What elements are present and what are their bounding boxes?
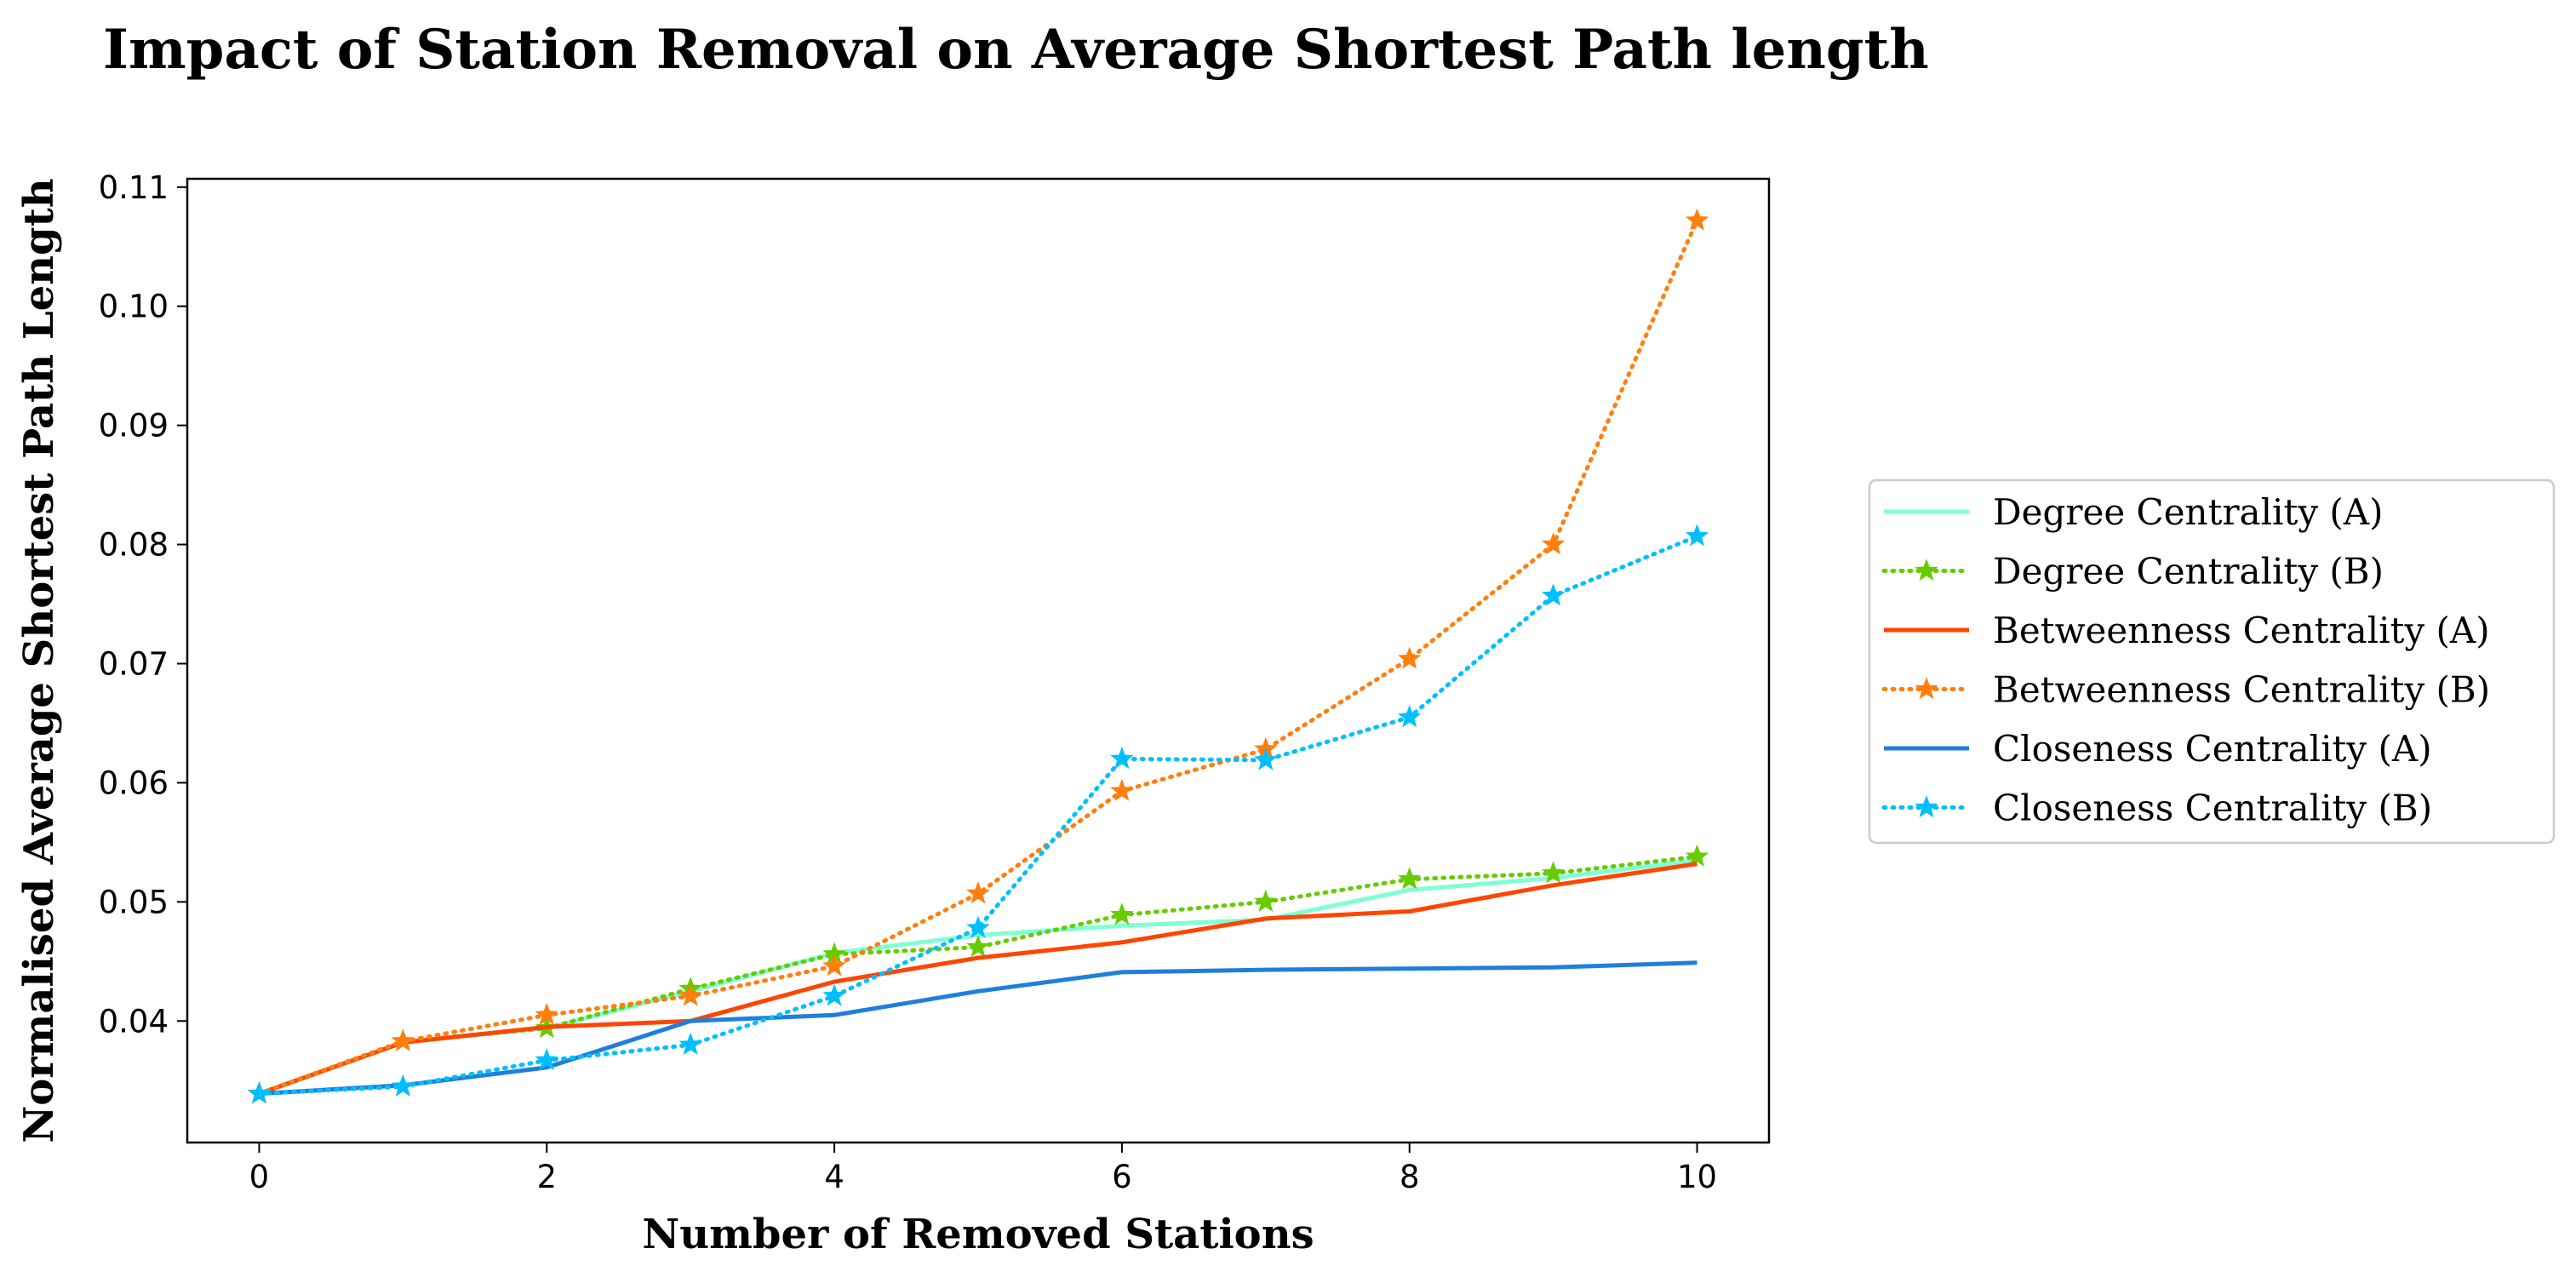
data-point <box>1685 844 1709 867</box>
plot-area <box>247 208 1709 1104</box>
data-point <box>1398 867 1422 890</box>
legend-label: Closeness Centrality (B) <box>1993 788 2432 829</box>
data-point <box>1541 583 1566 606</box>
series-closeness-centrality-a <box>259 960 1697 1097</box>
legend-label: Betweenness Centrality (B) <box>1993 669 2490 711</box>
series-closeness-centrality-b <box>247 524 1709 1104</box>
legend-item: Closeness Centrality (B) <box>1881 788 2432 829</box>
series-line <box>258 862 1697 1096</box>
legend-item: Betweenness Centrality (B) <box>1881 669 2490 711</box>
data-point <box>1110 902 1134 925</box>
data-point <box>247 1081 272 1104</box>
y-tick-label: 0.10 <box>99 289 169 325</box>
series-line <box>259 960 1697 1097</box>
y-tick-label: 0.05 <box>99 884 169 920</box>
y-tick-label: 0.11 <box>99 169 169 206</box>
legend: Degree Centrality (A) Degree Centrality (… <box>1868 478 2556 845</box>
plot-frame <box>186 177 1771 1144</box>
data-point <box>391 1028 415 1051</box>
x-tick-label: 2 <box>536 1159 557 1195</box>
legend-item: Degree Centrality (A) <box>1884 491 2384 533</box>
legend-item: Closeness Centrality (A) <box>1884 728 2432 770</box>
data-point <box>535 1002 558 1025</box>
data-point <box>678 983 702 1006</box>
legend-marker <box>1915 795 1938 818</box>
data-point <box>1254 889 1278 913</box>
data-point <box>1685 208 1709 231</box>
x-tick-label: 0 <box>249 1159 270 1195</box>
y-tick-label: 0.06 <box>99 765 169 801</box>
data-point <box>1541 532 1566 555</box>
x-tick-label: 4 <box>824 1159 844 1195</box>
axis-ticks: 0 2 4 6 8 10 0.04 0.05 0.06 0.07 0.08 0.09 0.10 0.11 <box>99 169 1717 1195</box>
data-point <box>535 1048 558 1071</box>
data-point <box>822 983 846 1006</box>
data-point <box>391 1074 415 1097</box>
data-point <box>1398 646 1422 669</box>
legend-label: Degree Centrality (A) <box>1993 491 2384 533</box>
data-point <box>1398 705 1422 728</box>
data-point <box>1685 524 1709 547</box>
y-tick-label: 0.04 <box>99 1003 169 1040</box>
legend-label: Closeness Centrality (A) <box>1993 728 2432 770</box>
x-tick-label: 6 <box>1112 1159 1132 1195</box>
y-tick-label: 0.07 <box>99 645 169 682</box>
y-axis-label: Normalised Average Shortest Path Length <box>15 178 63 1143</box>
x-tick-label: 8 <box>1400 1159 1420 1195</box>
data-point <box>1110 778 1134 801</box>
legend-marker <box>1915 677 1938 700</box>
data-point <box>1541 861 1566 884</box>
x-tick-label: 10 <box>1677 1159 1717 1195</box>
chart-title: Impact of Station Removal on Average Sho… <box>103 18 1929 82</box>
legend-item: Degree Centrality (B) <box>1881 551 2384 593</box>
data-point <box>1254 747 1278 770</box>
legend-label: Degree Centrality (B) <box>1993 551 2384 593</box>
data-point <box>1110 746 1134 770</box>
legend-box <box>1868 478 2556 845</box>
data-point <box>966 881 990 904</box>
data-point <box>822 954 846 977</box>
legend-label: Betweenness Centrality (A) <box>1993 610 2490 651</box>
data-point <box>678 1032 702 1055</box>
data-point <box>966 935 990 958</box>
y-tick-label: 0.08 <box>99 527 169 564</box>
legend-item: Betweenness Centrality (A) <box>1884 610 2490 651</box>
y-tick-label: 0.09 <box>99 408 169 444</box>
legend-marker <box>1915 558 1938 581</box>
data-point <box>966 915 990 938</box>
series-line <box>257 534 1699 1097</box>
x-axis-label: Number of Removed Stations <box>642 1211 1314 1258</box>
series-betweenness-centrality-a <box>258 862 1697 1096</box>
